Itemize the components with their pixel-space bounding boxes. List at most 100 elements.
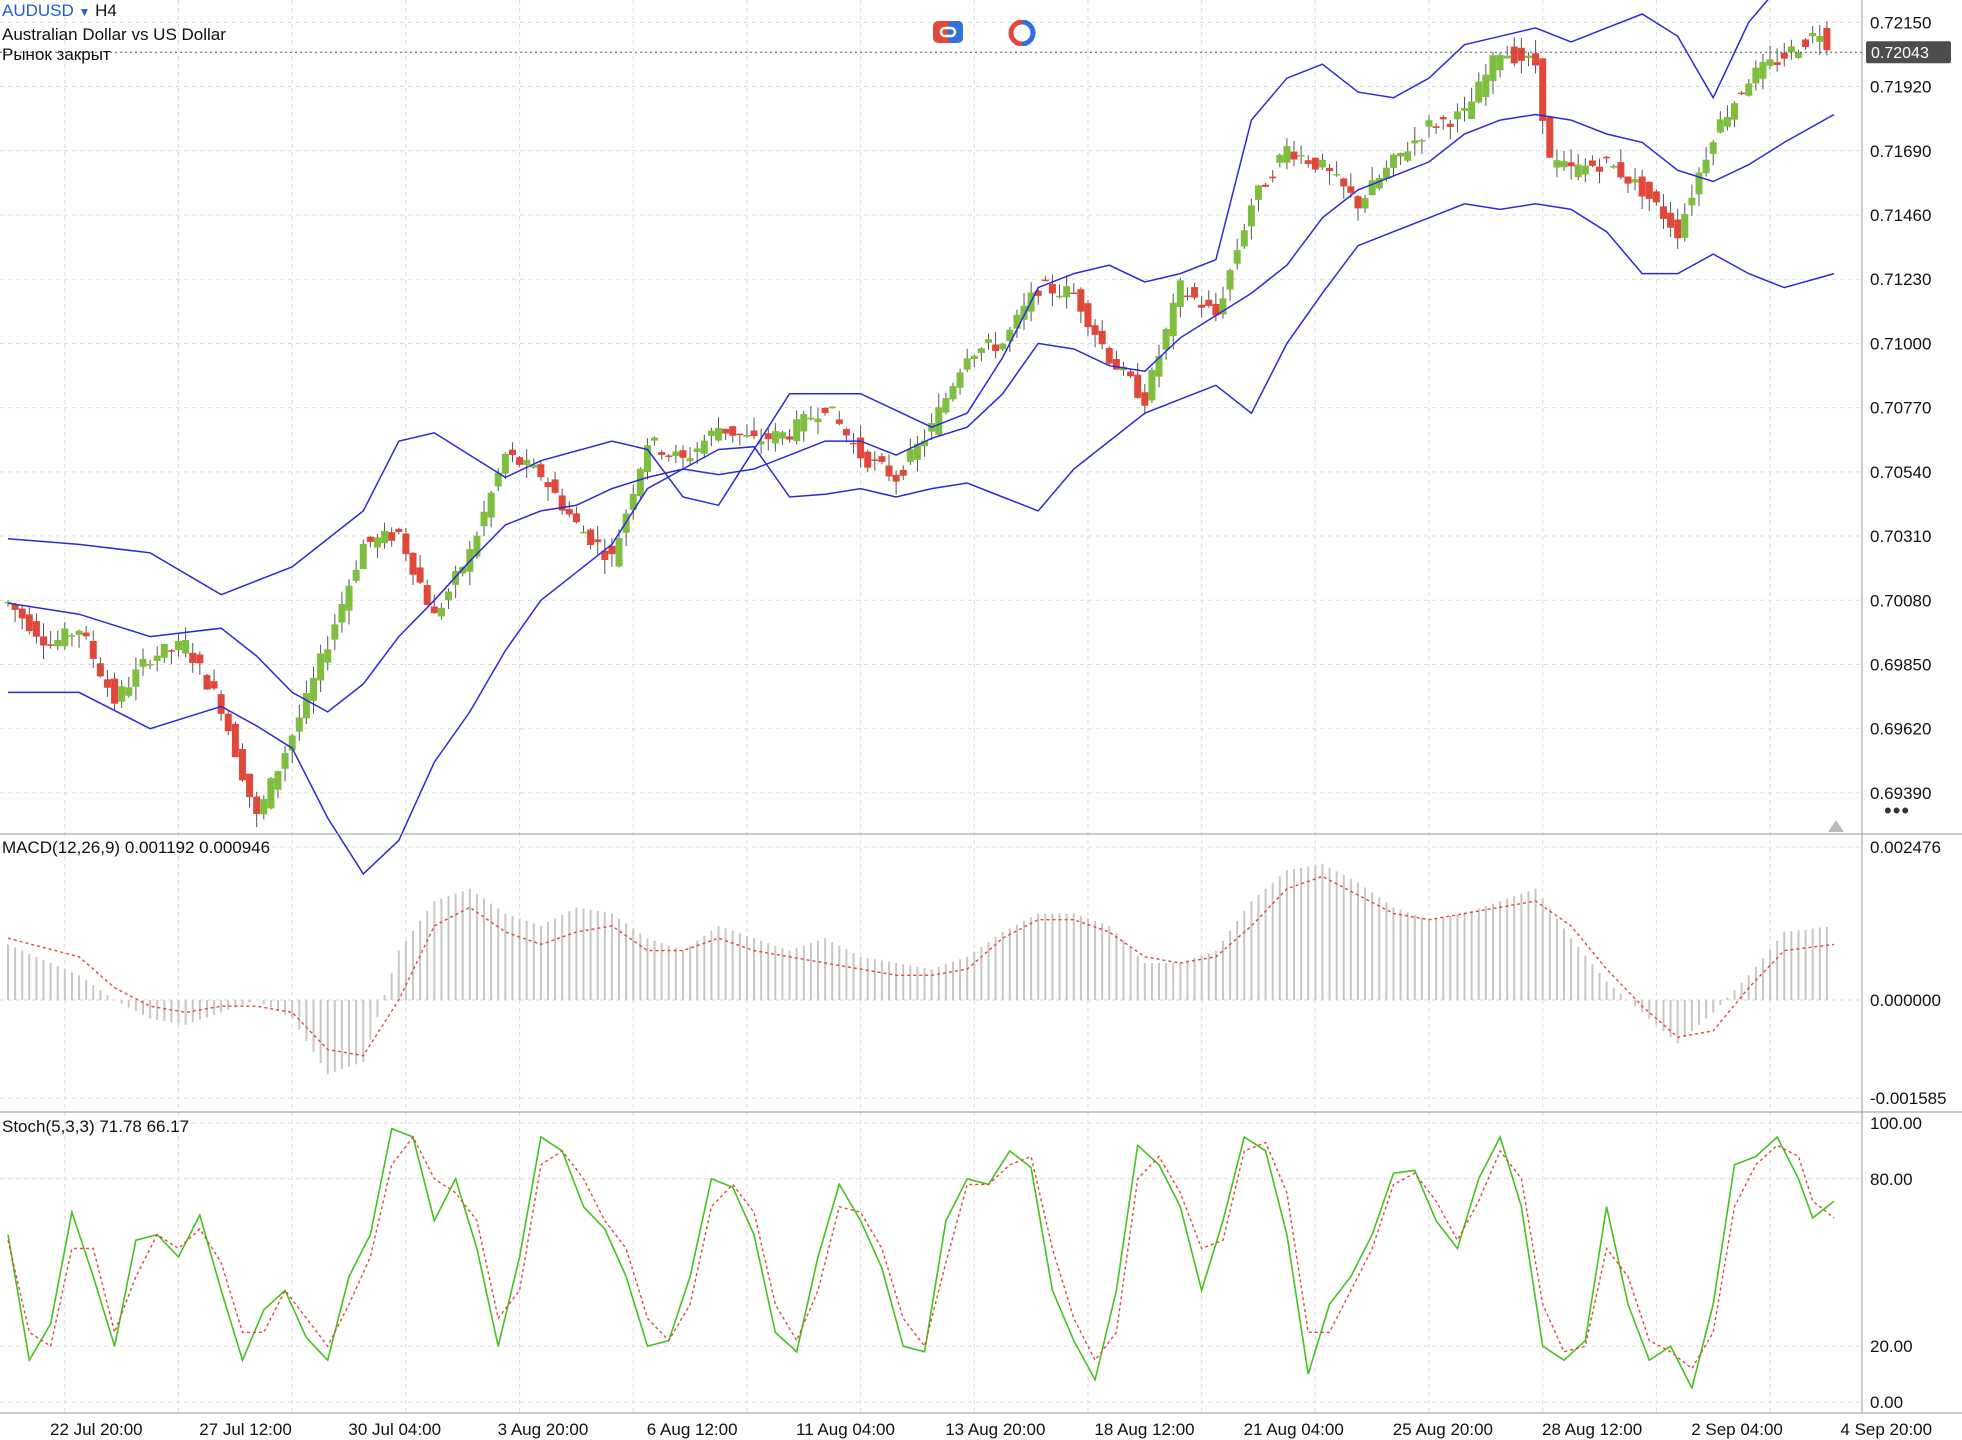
candle-body: [1176, 280, 1184, 307]
candle-body: [175, 640, 183, 651]
candle-body: [1340, 178, 1348, 187]
candle-body: [1397, 152, 1405, 157]
candle-body: [942, 398, 950, 413]
candle-body: [1787, 46, 1795, 53]
one-click-trading-icon[interactable]: [933, 20, 963, 44]
candle-body: [331, 624, 339, 640]
candle-body: [445, 591, 453, 601]
macd-axis-label: -0.001585: [1870, 1089, 1947, 1108]
bollinger-upper-line: [7, 0, 1769, 596]
candle-body: [25, 614, 33, 632]
candle-body: [1645, 181, 1653, 199]
candle-body: [196, 654, 204, 664]
candle-body: [402, 533, 410, 555]
candle-body: [1809, 33, 1817, 37]
price-axis-label: 0.71690: [1870, 142, 1931, 161]
price-axis-label: 0.69620: [1870, 720, 1931, 739]
stoch-axis-label: 100.00: [1870, 1114, 1922, 1133]
candle-body: [459, 567, 467, 574]
candle-body: [1638, 176, 1646, 197]
candle-body: [850, 442, 858, 445]
candle-body: [345, 585, 353, 611]
candle-body: [1723, 117, 1731, 127]
candle-body: [1084, 303, 1092, 328]
candle-body: [395, 528, 403, 533]
candle-body: [828, 406, 836, 409]
candle-body: [629, 494, 637, 510]
candle-body: [1475, 81, 1483, 103]
candle-body: [1098, 330, 1106, 345]
stochastic-panel[interactable]: Stoch(5,3,3) 71.78 66.17: [2, 1117, 1835, 1391]
timeframe[interactable]: H4: [95, 1, 117, 20]
candle-body: [224, 713, 232, 732]
candle-body: [40, 636, 48, 646]
more-options-button[interactable]: •••: [1884, 798, 1911, 823]
candle-body: [11, 604, 19, 610]
candle-body: [977, 348, 985, 353]
candle-body: [956, 372, 964, 388]
candle-body: [1716, 119, 1724, 133]
candle-body: [864, 451, 872, 468]
price-axis-label: 0.69850: [1870, 655, 1931, 674]
candle-body: [203, 675, 211, 690]
candle-body: [913, 443, 921, 460]
candle-body: [1205, 299, 1213, 306]
market-depth-icon[interactable]: [1007, 19, 1037, 47]
time-axis-label: 11 Aug 04:00: [796, 1420, 895, 1439]
candle-body: [707, 430, 715, 436]
candle-body: [1162, 329, 1170, 350]
candle-body: [1745, 83, 1753, 96]
stoch-axis-label: 20.00: [1870, 1337, 1913, 1356]
time-axis-label: 25 Aug 20:00: [1393, 1420, 1493, 1439]
candle-body: [1063, 286, 1071, 298]
candle-body: [1560, 161, 1568, 168]
price-axis-label: 0.71460: [1870, 206, 1931, 225]
caret-down-icon[interactable]: ▼: [78, 5, 91, 19]
candle-body: [1105, 347, 1113, 364]
candle-body: [359, 543, 367, 569]
candle-body: [1461, 107, 1469, 111]
time-axis-label: 30 Jul 04:00: [348, 1420, 441, 1439]
macd-axis-label: 0.002476: [1870, 838, 1941, 857]
candle-body: [1446, 123, 1454, 128]
symbol-name[interactable]: AUDUSD: [2, 1, 74, 20]
candle-body: [1134, 374, 1142, 398]
candle-body: [125, 687, 133, 696]
time-axis-label: 6 Aug 12:00: [647, 1420, 738, 1439]
candle-body: [885, 465, 893, 477]
candle-body: [1567, 162, 1575, 167]
candle-body: [1823, 27, 1831, 51]
candle-body: [999, 343, 1007, 350]
candle-body: [1517, 47, 1525, 61]
candle-body: [352, 569, 360, 581]
symbol-header[interactable]: AUDUSD ▼ H4: [2, 2, 117, 21]
candle-body: [651, 437, 659, 441]
stoch-main-line: [7, 1127, 1835, 1391]
candle-body: [1326, 167, 1334, 172]
candle-body: [1183, 295, 1191, 298]
price-axis-label: 0.70310: [1870, 527, 1931, 546]
price-panel[interactable]: [4, 0, 1835, 876]
candle-body: [1667, 212, 1675, 228]
candle-body: [473, 535, 481, 557]
chart-scroll-marker[interactable]: [1828, 820, 1844, 832]
candle-body: [494, 472, 502, 487]
candle-body: [1318, 159, 1326, 168]
candle-body: [736, 433, 744, 436]
scroll-triangle-icon[interactable]: [1828, 820, 1844, 832]
candle-body: [565, 509, 573, 515]
candle-body: [601, 550, 609, 561]
candle-body: [1759, 61, 1767, 79]
candle-body: [182, 640, 190, 654]
candle-body: [437, 607, 445, 617]
macd-panel[interactable]: MACD(12,26,9) 0.001192 0.000946: [2, 838, 1835, 1075]
candle-body: [1375, 177, 1383, 189]
candle-body: [1247, 205, 1255, 227]
candle-body: [1020, 305, 1028, 320]
candle-body: [1524, 55, 1532, 59]
candle-body: [821, 407, 829, 414]
candle-body: [1588, 160, 1596, 166]
candle-body: [75, 630, 83, 635]
candle-body: [1425, 120, 1433, 127]
